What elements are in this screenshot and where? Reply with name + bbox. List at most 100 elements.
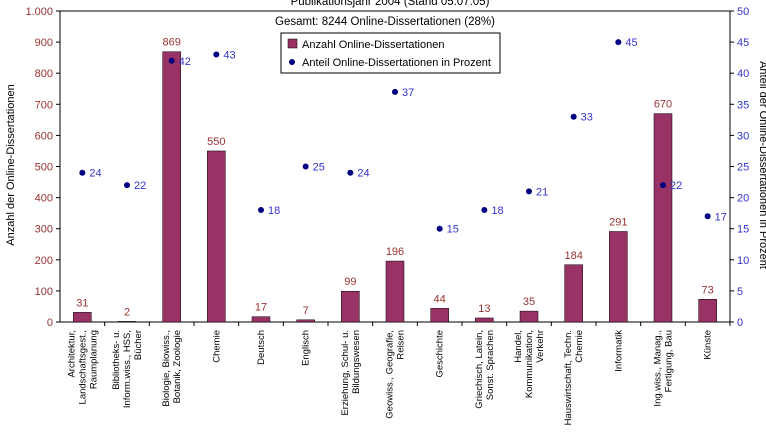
bar-value-label: 31 [76, 297, 88, 309]
point-value-label: 45 [625, 37, 637, 49]
category-label: Architektur,Landschaftsgest.,Raumplanung [66, 330, 99, 404]
bar-value-label: 35 [523, 296, 535, 308]
category-label-line: Bibliotheks- u. [111, 330, 122, 390]
category-label-line: Erziehung, Schul- u. [340, 330, 351, 416]
bar-value-label: 99 [344, 276, 356, 288]
category-label-line: Informatik [613, 330, 624, 372]
bar [73, 312, 92, 323]
point [660, 182, 666, 189]
bar-value-label: 7 [303, 305, 309, 317]
category-label-line: Handel, [513, 330, 524, 363]
point [124, 182, 130, 189]
category-label: Ing.wiss., Manag.,Fertigung, Bau [653, 330, 675, 407]
bar-value-label: 670 [654, 99, 672, 111]
y2-tick-label: 10 [737, 255, 749, 267]
bar-value-label: 13 [478, 303, 490, 315]
bar [341, 290, 360, 323]
y2-tick-label: 45 [737, 37, 749, 49]
y2-tick-label: 30 [737, 130, 749, 142]
category-label: Künste [703, 330, 714, 360]
y-tick-label: 600 [35, 130, 53, 142]
category-label-line: Landschaftsgest., [77, 330, 88, 404]
point-value-label: 15 [447, 224, 459, 236]
category-label-line: Architektur, [66, 330, 77, 378]
point-value-label: 37 [402, 87, 414, 99]
category-label: Deutsch [256, 330, 267, 365]
chart-title: Publikationsjahr 2004 (Stand 05.07.05) [291, 0, 490, 8]
bar [117, 321, 137, 323]
bar [698, 299, 717, 323]
y-tick-label: 200 [35, 255, 53, 267]
point-value-label: 43 [223, 50, 235, 62]
legend-bar-swatch [287, 38, 298, 49]
y2-tick-label: 50 [737, 6, 749, 18]
bar [207, 150, 226, 323]
category-label-line: Chemie [574, 330, 585, 363]
category-label: Biologie, Biowiss.,Botanik, Zoologie [161, 330, 183, 407]
point [392, 88, 398, 95]
category-label: Informatik [613, 330, 624, 372]
category-label-line: Bildungswesen [351, 330, 362, 394]
y2-tick-label: 40 [737, 68, 749, 80]
point [615, 39, 622, 46]
legend-point-label: Anteil Online-Dissertationen in Prozent [302, 57, 491, 69]
category-label: Englisch [301, 330, 312, 366]
bar [564, 264, 583, 323]
bar [162, 51, 181, 323]
legend: Anzahl Online-Dissertationen Anteil Onli… [280, 32, 501, 74]
category-label: Geschichte [435, 330, 446, 378]
bar-series: 31 2 869 550 17 7 99 196 44 13 35 184 291 670 73 [73, 37, 717, 323]
bar [385, 260, 405, 323]
left-axis-ticks: 0 100 200 300 400 500 600 700 800 900 1.000 [25, 6, 60, 329]
category-label-line: Raumplanung [88, 330, 99, 389]
category-label-line: Kommunikation, [524, 330, 535, 398]
category-label: Handel,Kommunikation,Verkehr [513, 330, 546, 398]
point-value-label: 18 [268, 205, 280, 217]
point [347, 169, 354, 176]
category-label-line: Chemie [211, 330, 222, 363]
category-label: Bibliotheks- u.Inform.wiss., HSS,Bücher [111, 330, 144, 408]
category-label-line: Geschichte [435, 330, 446, 378]
category-label-line: Inform.wiss., HSS, [122, 330, 133, 408]
legend-point-swatch [289, 59, 295, 65]
y2-tick-label: 25 [737, 162, 749, 174]
category-label: Hauswirtschaft, Techn.Chemie [563, 330, 585, 425]
bar-value-label: 550 [207, 136, 225, 148]
y2-tick-label: 15 [737, 224, 749, 236]
point-value-label: 42 [179, 56, 191, 68]
y-tick-label: 500 [35, 162, 53, 174]
bar-value-label: 73 [702, 284, 714, 296]
y-tick-label: 800 [35, 68, 53, 80]
point [168, 57, 175, 64]
point [704, 213, 711, 220]
bar [653, 113, 673, 323]
category-label-line: Biologie, Biowiss., [161, 330, 172, 407]
point [213, 51, 220, 58]
chart-subtitle: Gesamt: 8244 Online-Dissertationen (28%) [275, 16, 495, 28]
bar [251, 316, 271, 323]
y-tick-label: 1.000 [25, 6, 53, 18]
y2-axis-label: Anteil der Online-Dissertationen in Proz… [757, 61, 766, 269]
point [526, 188, 532, 195]
point [302, 163, 309, 170]
y-tick-label: 0 [47, 317, 53, 329]
category-label-line: Sonst. Sprachen [485, 330, 496, 400]
point-value-label: 22 [134, 180, 146, 192]
y2-tick-label: 0 [737, 317, 743, 329]
category-label-line: Reisen [396, 330, 407, 360]
category-label: Chemie [211, 330, 222, 363]
category-label-line: Künste [703, 330, 714, 360]
bar-value-label: 184 [564, 250, 582, 262]
point-series: 24 22 42 43 18 25 24 37 15 18 21 33 45 22 17 [79, 37, 727, 236]
y2-tick-label: 20 [737, 193, 749, 205]
bar-value-label: 196 [386, 246, 404, 258]
bar-value-label: 869 [162, 37, 180, 49]
category-label-line: Deutsch [256, 330, 267, 365]
point [436, 225, 443, 232]
point [481, 207, 488, 214]
point-value-label: 21 [536, 186, 548, 198]
point [79, 169, 86, 176]
category-label-line: Fertigung, Bau [664, 330, 675, 392]
point-value-label: 18 [491, 205, 503, 217]
